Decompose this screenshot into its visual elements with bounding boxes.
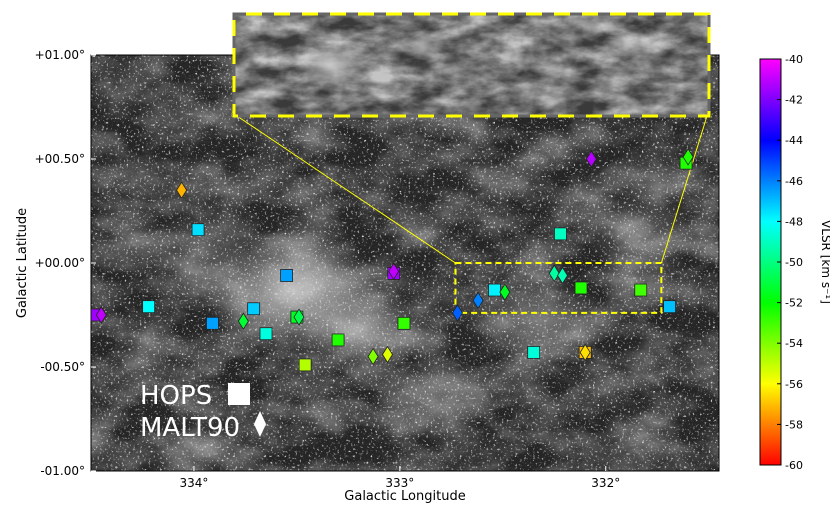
malt90-point — [237, 312, 249, 330]
malt90-point — [367, 347, 379, 366]
x-axis-label: Galactic Longitude — [344, 489, 465, 504]
hops-point — [191, 223, 205, 237]
malt90-point — [557, 266, 568, 285]
colorbar-tick-label: -60 — [785, 459, 803, 472]
x-tick-label: 334° — [179, 476, 208, 490]
colorbar-tick-label: -54 — [785, 337, 803, 350]
malt90-point — [382, 345, 393, 364]
y-tick-label: +00.50° — [35, 152, 85, 166]
hops-point — [397, 316, 411, 330]
colorbar: -40 -42 -44 -46 -48 -50 -52 -54 -56 -58 -60 VLSR [… — [759, 53, 830, 472]
y-axis-label: Galactic Latitude — [15, 208, 30, 318]
malt90-point — [579, 343, 591, 362]
malt90-point — [388, 262, 400, 281]
legend-malt90-label: MALT90 — [140, 413, 240, 443]
hops-point — [331, 333, 345, 347]
hops-point — [142, 300, 156, 314]
malt90-point — [682, 148, 694, 166]
malt90-point — [452, 304, 463, 322]
colorbar-tick-label: -48 — [785, 215, 803, 228]
malt90-point — [95, 306, 107, 324]
malt90-point — [293, 308, 305, 326]
hops-point — [634, 283, 648, 297]
hops-point — [488, 283, 501, 297]
malt90-point — [585, 150, 597, 168]
y-tick-label: +01.00° — [35, 48, 85, 62]
colorbar-tick-label: -42 — [785, 94, 803, 107]
y-tick-label: -00.50° — [40, 360, 85, 374]
y-tick-label: +00.00° — [35, 256, 85, 270]
colorbar-tick-label: -40 — [785, 53, 803, 66]
malt90-point — [176, 181, 188, 199]
legend-hops-marker — [228, 383, 250, 405]
colorbar-tick-label: -46 — [785, 175, 803, 188]
colorbar-label: VLSR [km s⁻¹] — [819, 220, 830, 304]
hops-point — [574, 281, 588, 295]
zoom-inset — [232, 12, 711, 118]
hops-point — [280, 269, 294, 282]
colorbar-tick-label: -58 — [785, 418, 803, 431]
hops-point — [554, 227, 567, 241]
hops-point — [663, 300, 676, 314]
colorbar-tick-label: -50 — [785, 256, 803, 269]
x-tick-label: 333° — [385, 476, 414, 490]
colorbar-tick-label: -44 — [785, 134, 803, 147]
zoom-box — [454, 262, 663, 314]
malt90-point — [548, 264, 560, 283]
sky-image — [91, 55, 719, 471]
malt90-point — [499, 283, 511, 301]
hops-point — [298, 358, 312, 372]
malt90-point — [472, 291, 484, 310]
colorbar-tick-label: -52 — [785, 297, 803, 310]
zoom-connector-left — [236, 115, 456, 264]
x-tick-label: 332° — [591, 476, 620, 490]
colorbar-tick-label: -56 — [785, 378, 803, 391]
hops-point — [247, 302, 261, 316]
legend: HOPS MALT90 — [140, 381, 266, 443]
hops-point — [259, 327, 273, 341]
hops-point — [206, 316, 219, 330]
legend-malt90-marker — [254, 411, 266, 437]
zoom-connector-right — [660, 115, 708, 264]
hops-point — [527, 346, 541, 359]
legend-hops-label: HOPS — [140, 381, 212, 411]
y-tick-label: -01.00° — [40, 464, 85, 478]
